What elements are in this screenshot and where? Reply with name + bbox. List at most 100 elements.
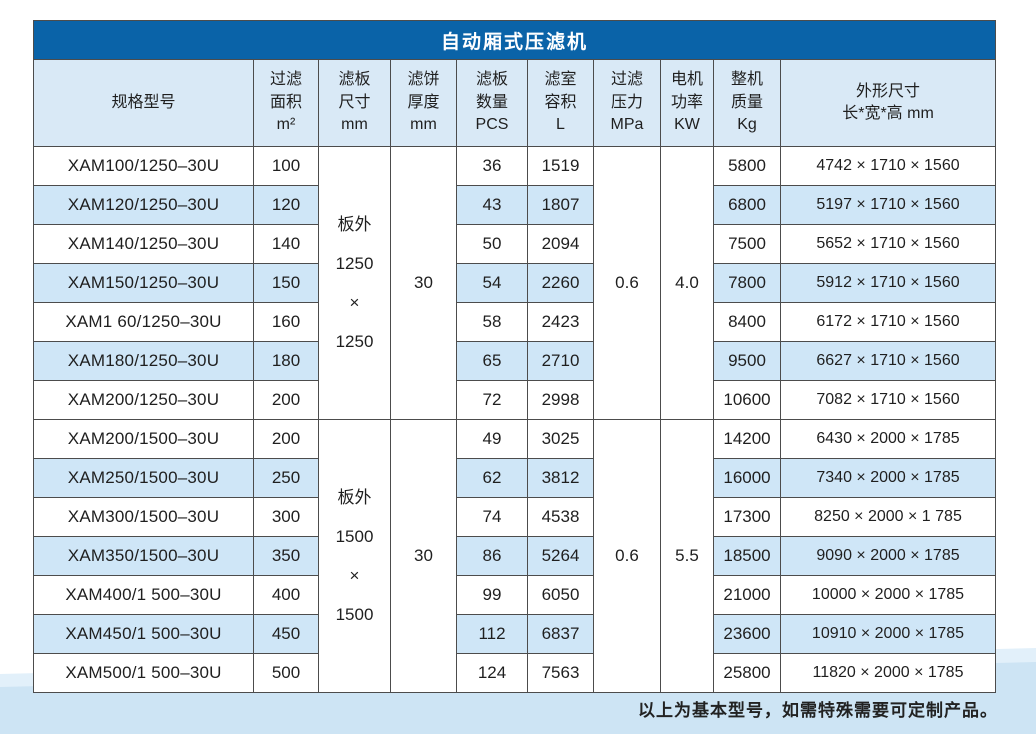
cell-model: XAM200/1250–30U bbox=[33, 380, 254, 420]
cell-chamber-volume: 5264 bbox=[527, 536, 594, 576]
cell-model: XAM180/1250–30U bbox=[33, 341, 254, 381]
column-header-dimensions: 外形尺寸 长*宽*高 mm bbox=[780, 59, 996, 147]
table-title: 自动厢式压滤机 bbox=[33, 20, 996, 60]
cell-dimensions: 4742 × 1710 × 1560 bbox=[780, 146, 996, 186]
table-row: XAM150/1250–30U 150 54 2260 7800 5912 × 1710 … bbox=[33, 263, 996, 303]
table-row: XAM120/1250–30U 120 43 1807 6800 5197 × 1710 … bbox=[33, 185, 996, 225]
cell-chamber-volume: 7563 bbox=[527, 653, 594, 693]
cell-weight: 8400 bbox=[713, 302, 781, 342]
table-row: XAM200/1500–30U 200 板外 1500 × 1500 30 49 3025… bbox=[33, 419, 996, 693]
cell-weight: 21000 bbox=[713, 575, 781, 615]
cell-model: XAM200/1500–30U bbox=[33, 419, 254, 459]
cell-model: XAM500/1 500–30U bbox=[33, 653, 254, 693]
cell-filter-area: 140 bbox=[253, 224, 319, 264]
cell-dimensions: 8250 × 2000 × 1 785 bbox=[780, 497, 996, 537]
table-row: XAM500/1 500–30U 500 124 7563 25800 11820 × 2… bbox=[33, 653, 996, 693]
column-header-motor-power: 电机 功率 KW bbox=[660, 59, 714, 147]
cell-plate-qty: 43 bbox=[456, 185, 528, 225]
cell-weight: 6800 bbox=[713, 185, 781, 225]
table-row: XAM180/1250–30U 180 65 2710 9500 6627 × 1710 … bbox=[33, 341, 996, 381]
column-header-cake-thickness: 滤饼 厚度 mm bbox=[390, 59, 457, 147]
cell-chamber-volume: 3812 bbox=[527, 458, 594, 498]
cell-dimensions: 9090 × 2000 × 1785 bbox=[780, 536, 996, 576]
cell-dimensions: 11820 × 2000 × 1785 bbox=[780, 653, 996, 693]
cell-plate-qty: 72 bbox=[456, 380, 528, 420]
cell-plate-qty: 74 bbox=[456, 497, 528, 537]
cell-plate-qty: 62 bbox=[456, 458, 528, 498]
cell-dimensions: 10000 × 2000 × 1785 bbox=[780, 575, 996, 615]
cell-dimensions: 6172 × 1710 × 1560 bbox=[780, 302, 996, 342]
cell-filter-pressure: 0.6 bbox=[593, 146, 661, 420]
cell-model: XAM120/1250–30U bbox=[33, 185, 254, 225]
footer-note: 以上为基本型号，如需特殊需要可定制产品。 bbox=[638, 701, 998, 720]
cell-plate-qty: 86 bbox=[456, 536, 528, 576]
cell-plate-qty: 54 bbox=[456, 263, 528, 303]
cell-model: XAM250/1500–30U bbox=[33, 458, 254, 498]
cell-plate-qty: 50 bbox=[456, 224, 528, 264]
table-row: XAM400/1 500–30U 400 99 6050 21000 10000 × 20… bbox=[33, 575, 996, 615]
table-row: XAM100/1250–30U 100 板外 1250 × 1250 30 36 1519… bbox=[33, 146, 996, 420]
cell-dimensions: 10910 × 2000 × 1785 bbox=[780, 614, 996, 654]
table-row: XAM450/1 500–30U 450 112 6837 23600 10910 × 2… bbox=[33, 614, 996, 654]
cell-chamber-volume: 1519 bbox=[527, 146, 594, 186]
cell-weight: 16000 bbox=[713, 458, 781, 498]
cell-filter-area: 350 bbox=[253, 536, 319, 576]
cell-chamber-volume: 2423 bbox=[527, 302, 594, 342]
cell-motor-power: 5.5 bbox=[660, 419, 714, 693]
cell-model: XAM140/1250–30U bbox=[33, 224, 254, 264]
cell-filter-area: 250 bbox=[253, 458, 319, 498]
cell-dimensions: 7340 × 2000 × 1785 bbox=[780, 458, 996, 498]
cell-weight: 9500 bbox=[713, 341, 781, 381]
cell-plate-size: 板外 1500 × 1500 bbox=[318, 419, 391, 693]
cell-plate-size: 板外 1250 × 1250 bbox=[318, 146, 391, 420]
cell-weight: 5800 bbox=[713, 146, 781, 186]
table-row: XAM200/1250–30U 200 72 2998 10600 7082 × 1710… bbox=[33, 380, 996, 420]
cell-weight: 7800 bbox=[713, 263, 781, 303]
table-row: XAM1 60/1250–30U 160 58 2423 8400 6172 × 1710… bbox=[33, 302, 996, 342]
cell-plate-qty: 112 bbox=[456, 614, 528, 654]
column-header-plate-size: 滤板 尺寸 mm bbox=[318, 59, 391, 147]
cell-plate-qty: 124 bbox=[456, 653, 528, 693]
column-header-plate-qty: 滤板 数量 PCS bbox=[456, 59, 528, 147]
cell-filter-area: 150 bbox=[253, 263, 319, 303]
table-title-row: 自动厢式压滤机 bbox=[33, 20, 996, 60]
cell-filter-area: 120 bbox=[253, 185, 319, 225]
table-row: XAM350/1500–30U 350 86 5264 18500 9090 × 2000… bbox=[33, 536, 996, 576]
column-header-filter-pressure: 过滤 压力 MPa bbox=[593, 59, 661, 147]
cell-filter-area: 200 bbox=[253, 419, 319, 459]
cell-weight: 10600 bbox=[713, 380, 781, 420]
cell-weight: 17300 bbox=[713, 497, 781, 537]
cell-plate-qty: 65 bbox=[456, 341, 528, 381]
table-row: XAM140/1250–30U 140 50 2094 7500 5652 × 1710 … bbox=[33, 224, 996, 264]
cell-filter-area: 180 bbox=[253, 341, 319, 381]
cell-motor-power: 4.0 bbox=[660, 146, 714, 420]
cell-dimensions: 5652 × 1710 × 1560 bbox=[780, 224, 996, 264]
cell-filter-area: 400 bbox=[253, 575, 319, 615]
table-header-row: 规格型号 过滤 面积 m² 滤板 尺寸 mm 滤饼 厚度 mm 滤板 数量 PCS 滤室 … bbox=[33, 59, 996, 147]
cell-plate-qty: 49 bbox=[456, 419, 528, 459]
cell-plate-qty: 58 bbox=[456, 302, 528, 342]
cell-chamber-volume: 2998 bbox=[527, 380, 594, 420]
cell-chamber-volume: 2094 bbox=[527, 224, 594, 264]
cell-filter-pressure: 0.6 bbox=[593, 419, 661, 693]
cell-filter-area: 300 bbox=[253, 497, 319, 537]
cell-chamber-volume: 1807 bbox=[527, 185, 594, 225]
column-header-weight: 整机 质量 Kg bbox=[713, 59, 781, 147]
cell-filter-area: 100 bbox=[253, 146, 319, 186]
cell-filter-area: 160 bbox=[253, 302, 319, 342]
cell-filter-area: 500 bbox=[253, 653, 319, 693]
cell-dimensions: 5197 × 1710 × 1560 bbox=[780, 185, 996, 225]
cell-chamber-volume: 6837 bbox=[527, 614, 594, 654]
cell-chamber-volume: 3025 bbox=[527, 419, 594, 459]
cell-model: XAM350/1500–30U bbox=[33, 536, 254, 576]
cell-plate-qty: 99 bbox=[456, 575, 528, 615]
cell-chamber-volume: 4538 bbox=[527, 497, 594, 537]
cell-cake-thickness: 30 bbox=[390, 146, 457, 420]
cell-model: XAM300/1500–30U bbox=[33, 497, 254, 537]
cell-chamber-volume: 6050 bbox=[527, 575, 594, 615]
cell-filter-area: 450 bbox=[253, 614, 319, 654]
cell-weight: 14200 bbox=[713, 419, 781, 459]
column-header-chamber-volume: 滤室 容积 L bbox=[527, 59, 594, 147]
table-row: XAM300/1500–30U 300 74 4538 17300 8250 × 2000… bbox=[33, 497, 996, 537]
